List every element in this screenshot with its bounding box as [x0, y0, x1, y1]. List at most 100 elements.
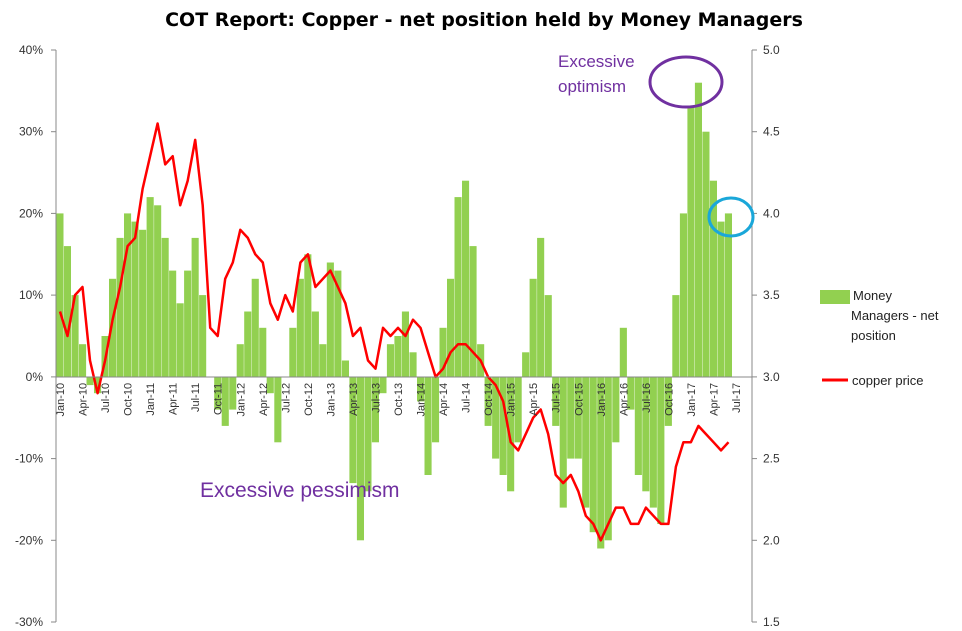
x-tick-label: Oct-16 [663, 383, 675, 416]
x-tick-label: Jan-16 [596, 383, 608, 417]
net-position-bar [567, 376, 575, 459]
net-position-bars [56, 82, 732, 549]
left-tick-label: 30% [19, 125, 43, 139]
legend-label-copper-price: copper price [852, 373, 924, 388]
net-position-bar [161, 237, 169, 377]
net-position-bar [221, 376, 229, 426]
net-position-bar [124, 213, 132, 377]
net-position-bar [574, 376, 582, 459]
net-position-bar [56, 213, 64, 377]
net-position-bar [356, 376, 364, 541]
net-position-bar [379, 376, 387, 394]
net-position-bar [507, 376, 515, 492]
right-tick-label: 5.0 [763, 43, 780, 57]
net-position-bar [296, 278, 304, 377]
net-position-bar [394, 336, 402, 377]
right-tick-label: 2.5 [763, 452, 780, 466]
net-position-bar [326, 262, 334, 377]
net-position-bar [642, 376, 650, 492]
x-tick-label: Jan-17 [686, 383, 698, 417]
net-position-bar [627, 376, 635, 410]
net-position-bar [154, 205, 162, 377]
net-position-bar [364, 376, 372, 492]
net-position-bar [439, 327, 447, 377]
x-tick-label: Jan-11 [145, 383, 157, 416]
x-tick-label: Apr-12 [258, 383, 270, 416]
net-position-bar [664, 376, 672, 426]
x-tick-label: Apr-16 [618, 383, 630, 416]
net-position-bar [139, 229, 147, 377]
net-position-bar [319, 344, 327, 377]
x-tick-label: Jul-17 [731, 383, 743, 413]
net-position-bar [184, 270, 192, 377]
net-position-bar [131, 221, 139, 377]
net-position-bar [687, 107, 695, 377]
net-position-bar [274, 376, 282, 443]
net-position-bar [492, 376, 500, 459]
right-tick-label: 1.5 [763, 615, 780, 629]
net-position-bar [71, 295, 79, 377]
right-tick-label: 2.0 [763, 533, 780, 547]
x-tick-label: Jul-15 [551, 383, 563, 413]
x-tick-label: Jan-12 [235, 383, 247, 417]
net-position-bar [432, 376, 440, 443]
net-position-bar [371, 376, 379, 443]
net-position-bar [447, 278, 455, 377]
net-position-bar [191, 237, 199, 377]
x-tick-label: Oct-10 [123, 383, 135, 416]
x-tick-label: Jul-13 [371, 383, 383, 413]
net-position-bar [657, 376, 665, 524]
annotation-optimism: Excessive optimism [558, 52, 724, 109]
x-tick-label: Apr-14 [438, 383, 450, 416]
x-tick-label: Jan-14 [416, 383, 428, 417]
net-position-bar [311, 311, 319, 377]
x-tick-label: Apr-13 [348, 383, 360, 416]
x-tick-label: Jan-13 [325, 383, 337, 417]
net-position-bar [94, 376, 102, 394]
net-position-bar [544, 295, 552, 377]
x-tick-label: Oct-14 [483, 383, 495, 416]
optimism-circle [648, 55, 724, 109]
x-tick-label: Jul-16 [641, 383, 653, 413]
net-position-bar [612, 376, 620, 443]
net-position-bar [63, 246, 71, 377]
net-position-bar [79, 344, 87, 377]
net-position-bar [424, 376, 432, 475]
right-tick-label: 4.0 [763, 206, 780, 220]
net-position-bar [724, 213, 732, 377]
net-position-bar [214, 376, 222, 410]
legend: Money Managers - net position copper pri… [820, 288, 939, 388]
net-position-bar [679, 213, 687, 377]
net-position-bar [537, 237, 545, 377]
net-position-bar [559, 376, 567, 508]
net-position-bar [672, 295, 680, 377]
x-tick-label: Apr-10 [78, 383, 90, 416]
net-position-bar [401, 311, 409, 377]
net-position-bar [417, 376, 425, 402]
net-position-bar [341, 360, 349, 377]
left-tick-label: 10% [19, 288, 43, 302]
legend-label-net-position-1: Money [853, 288, 893, 303]
net-position-bar [86, 376, 94, 386]
plot-area [55, 50, 753, 622]
left-axis-ticks: 40% 30% 20% 10% 0% -10% -20% -30% [15, 43, 56, 629]
net-position-bar [454, 197, 462, 377]
net-position-bar [529, 278, 537, 377]
net-position-bar [251, 278, 259, 377]
net-position-bar [619, 327, 627, 377]
left-tick-label: 20% [19, 206, 43, 220]
annotation-pessimism: Excessive pessimism [200, 479, 400, 502]
net-position-bar [522, 352, 530, 377]
left-tick-label: -10% [15, 452, 43, 466]
x-tick-label: Oct-11 [213, 383, 225, 415]
annotation-optimism-line2: optimism [558, 77, 626, 96]
net-position-bar [604, 376, 612, 541]
current-position-circle [707, 196, 755, 238]
net-position-bar [176, 303, 184, 377]
net-position-bar [236, 344, 244, 377]
x-tick-label: Oct-12 [303, 383, 315, 416]
net-position-bar [199, 295, 207, 377]
x-tick-label: Apr-11 [168, 383, 180, 415]
